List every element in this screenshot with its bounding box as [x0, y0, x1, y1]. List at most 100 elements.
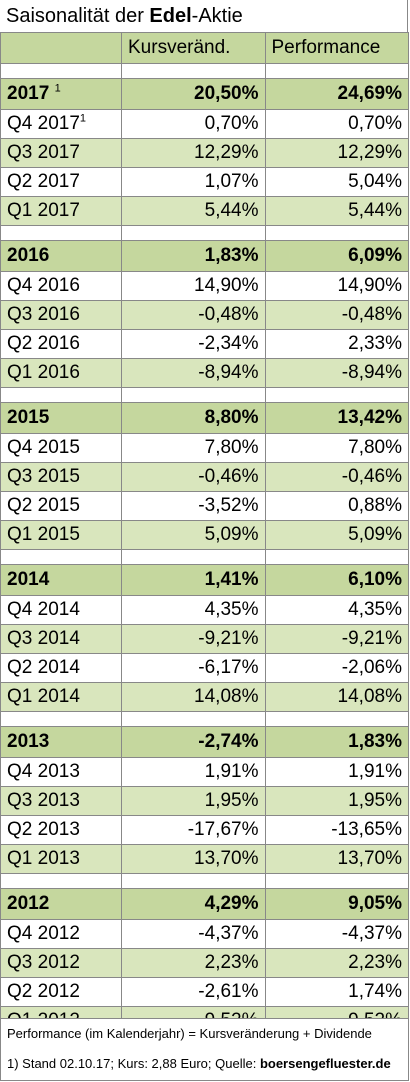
quarter-row: Q3 2014 -9,21% -9,21%	[0, 624, 409, 654]
quarter-kurs-value: 0,70%	[121, 109, 266, 139]
spacer-cell	[121, 711, 266, 727]
spacer-cell	[0, 711, 122, 727]
quarter-kurs-value: 12,29%	[121, 138, 266, 168]
quarter-kurs-value: 5,44%	[121, 196, 266, 226]
quarter-label: Q2 2012	[0, 977, 122, 1007]
spacer-cell	[264, 873, 409, 889]
year-row: 2014 1,41% 6,10%	[0, 564, 409, 596]
quarter-kurs-value: 5,09%	[121, 520, 266, 550]
spacer-cell	[121, 873, 266, 889]
quarter-row: Q4 2012 -4,37% -4,37%	[0, 919, 409, 949]
spacer-cell	[264, 63, 409, 79]
spacer-cell	[0, 387, 122, 403]
footer-source-note: 1) Stand 02.10.17; Kurs: 2,88 Euro; Quel…	[0, 1049, 409, 1081]
footer-source-prefix: 1) Stand 02.10.17; Kurs: 2,88 Euro; Quel…	[7, 1056, 260, 1071]
quarter-performance-value: 0,88%	[264, 491, 409, 521]
quarter-kurs-value: 14,90%	[121, 271, 266, 301]
title-suffix: -Aktie	[191, 5, 243, 27]
quarter-label: Q2 2014	[0, 653, 122, 683]
quarter-kurs-value: -17,67%	[121, 815, 266, 845]
spacer-row	[0, 387, 409, 403]
spacer-cell	[121, 387, 266, 403]
footer-formula-note: Performance (im Kalenderjahr) = Kursverä…	[0, 1018, 409, 1050]
quarter-kurs-value: -9,21%	[121, 624, 266, 654]
quarter-row: Q4 2015 7,80% 7,80%	[0, 433, 409, 463]
quarter-row: Q3 2015 -0,46% -0,46%	[0, 462, 409, 492]
spacer-row	[0, 873, 409, 889]
quarter-performance-value: 12,29%	[264, 138, 409, 168]
quarter-kurs-value: 2,23%	[121, 948, 266, 978]
quarter-kurs-value: -2,34%	[121, 329, 266, 359]
quarter-performance-value: 2,33%	[264, 329, 409, 359]
header-col-label	[0, 32, 122, 64]
quarter-label: Q2 2016	[0, 329, 122, 359]
year-kurs-value: 20,50%	[121, 78, 266, 110]
quarter-row: Q3 2012 2,23% 2,23%	[0, 948, 409, 978]
quarter-performance-value: -9,21%	[264, 624, 409, 654]
quarter-row: Q1 2013 13,70% 13,70%	[0, 844, 409, 874]
quarter-label: Q1 2017	[0, 196, 122, 226]
quarter-kurs-value: -0,46%	[121, 462, 266, 492]
quarter-label: Q4 2015	[0, 433, 122, 463]
year-performance-value: 9,05%	[264, 888, 409, 920]
quarter-label: Q2 2015	[0, 491, 122, 521]
quarter-kurs-value: 1,91%	[121, 757, 266, 787]
spacer-cell	[121, 225, 266, 241]
quarter-performance-value: -2,06%	[264, 653, 409, 683]
quarter-kurs-value: 14,08%	[121, 682, 266, 712]
year-performance-value: 13,42%	[264, 402, 409, 434]
header-row: Kursveränd. Performance	[0, 32, 409, 64]
spacer-cell	[264, 387, 409, 403]
quarter-performance-value: 1,91%	[264, 757, 409, 787]
quarter-label: Q2 2013	[0, 815, 122, 845]
table-title: Saisonalität der Edel-Aktie	[0, 0, 408, 32]
quarter-performance-value: -0,46%	[264, 462, 409, 492]
quarter-row: Q1 2015 5,09% 5,09%	[0, 520, 409, 550]
quarter-row: Q2 2014 -6,17% -2,06%	[0, 653, 409, 683]
quarter-performance-value: -13,65%	[264, 815, 409, 845]
year-row: 2012 4,29% 9,05%	[0, 888, 409, 920]
quarter-performance-value: 5,04%	[264, 167, 409, 197]
year-performance-value: 6,10%	[264, 564, 409, 596]
year-kurs-value: 1,41%	[121, 564, 266, 596]
quarter-row: Q2 2013 -17,67% -13,65%	[0, 815, 409, 845]
quarter-label: Q4 2013	[0, 757, 122, 787]
year-performance-value: 6,09%	[264, 240, 409, 272]
quarter-row: Q2 2012 -2,61% 1,74%	[0, 977, 409, 1007]
quarter-kurs-value: 7,80%	[121, 433, 266, 463]
quarter-kurs-value: -8,94%	[121, 358, 266, 388]
title-prefix: Saisonalität der	[6, 5, 150, 27]
spacer-cell	[264, 225, 409, 241]
quarter-row: Q4 2014 4,35% 4,35%	[0, 595, 409, 625]
quarter-performance-value: 0,70%	[264, 109, 409, 139]
quarter-row: Q1 2014 14,08% 14,08%	[0, 682, 409, 712]
quarter-performance-value: -0,48%	[264, 300, 409, 330]
spacer-cell	[121, 549, 266, 565]
year-kurs-value: 4,29%	[121, 888, 266, 920]
year-kurs-value: 8,80%	[121, 402, 266, 434]
quarter-label-text: Q4 2017	[7, 113, 80, 134]
quarter-row: Q1 2016 -8,94% -8,94%	[0, 358, 409, 388]
spacer-cell	[0, 63, 122, 79]
quarter-label: Q4 20171	[0, 109, 122, 139]
spacer-row	[0, 225, 409, 241]
quarter-performance-value: 1,95%	[264, 786, 409, 816]
quarter-label: Q2 2017	[0, 167, 122, 197]
year-row: 2017 1 20,50% 24,69%	[0, 78, 409, 110]
quarter-row: Q2 2015 -3,52% 0,88%	[0, 491, 409, 521]
year-label: 2015	[0, 402, 122, 434]
year-row: 2015 8,80% 13,42%	[0, 402, 409, 434]
quarter-row: Q3 2017 12,29% 12,29%	[0, 138, 409, 168]
quarter-performance-value: 2,23%	[264, 948, 409, 978]
spacer-row	[0, 63, 409, 79]
quarter-performance-value: 4,35%	[264, 595, 409, 625]
quarter-label: Q3 2016	[0, 300, 122, 330]
spacer-cell	[264, 549, 409, 565]
quarter-kurs-value: -0,48%	[121, 300, 266, 330]
quarter-row: Q3 2013 1,95% 1,95%	[0, 786, 409, 816]
footer-source-name: boersengefluester.de	[259, 1056, 391, 1071]
quarter-kurs-value: 1,07%	[121, 167, 266, 197]
quarter-label: Q4 2012	[0, 919, 122, 949]
quarter-label: Q3 2015	[0, 462, 122, 492]
